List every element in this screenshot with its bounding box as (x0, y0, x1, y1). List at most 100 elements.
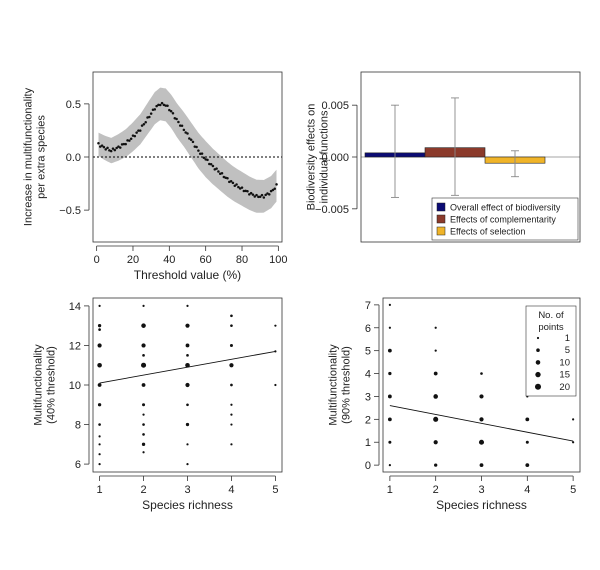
data-point (235, 183, 238, 186)
data-point (142, 451, 145, 454)
panel-c-y-tick-label: 6 (75, 459, 81, 471)
data-point (273, 187, 276, 190)
data-point (388, 326, 391, 329)
data-point (175, 117, 178, 121)
data-point (525, 463, 530, 468)
data-point (119, 146, 122, 149)
panel-c-y-tick-label: 14 (69, 301, 81, 313)
panel-d-y-tick-label: 4 (365, 369, 371, 381)
data-point (141, 383, 146, 387)
panel-c-x-tick-label: 3 (184, 484, 190, 496)
data-point (141, 343, 146, 348)
panel-b-ylabel-line: Biodiversity effects on (306, 104, 318, 211)
data-point (98, 423, 101, 426)
data-point (387, 417, 392, 422)
data-point (242, 189, 246, 193)
data-point (166, 104, 169, 108)
data-point (109, 149, 113, 153)
data-point (98, 453, 101, 456)
data-point (98, 328, 101, 331)
panel-d-ylabel-line: Multifunctionality (328, 344, 340, 426)
data-point (240, 186, 244, 189)
panel-a-x-tick-label: 80 (236, 254, 248, 266)
data-point (434, 349, 437, 352)
data-point (180, 124, 184, 128)
panel-c-xlabel: Species richness (142, 498, 233, 512)
data-point (186, 462, 189, 466)
data-point (148, 115, 151, 119)
data-point (144, 121, 147, 124)
panel-c-frame (92, 297, 283, 473)
data-point (142, 433, 145, 436)
data-point (129, 137, 133, 141)
data-point (230, 443, 233, 446)
panel-c-x-tick-label: 5 (272, 484, 278, 496)
panel-c-x-tick-label: 2 (140, 484, 146, 496)
panel-a-ylabel-line: Increase in multifunctionality (23, 87, 35, 226)
data-point (230, 413, 233, 416)
data-point (433, 394, 438, 399)
panel-c-y-tick-label: 8 (75, 420, 81, 432)
data-point (197, 149, 200, 152)
panel-a-x-tick-label: 20 (127, 254, 139, 266)
panel-d-x-tick-label: 5 (570, 484, 576, 496)
data-point (229, 343, 233, 347)
legend-swatch (436, 214, 446, 224)
size-legend-title: No. of (538, 310, 564, 321)
data-point (142, 423, 145, 426)
data-point (122, 142, 126, 146)
data-point (98, 304, 101, 308)
data-point (479, 417, 484, 422)
data-point (525, 440, 529, 444)
data-point (97, 383, 102, 387)
data-point (115, 146, 118, 150)
size-legend-label: 20 (559, 382, 570, 393)
data-point (434, 326, 437, 329)
panel-a-y-tick-label: 0.0 (66, 152, 81, 164)
data-point (102, 145, 106, 149)
data-point (142, 413, 145, 416)
size-legend-marker (535, 371, 541, 378)
data-point (141, 362, 147, 368)
panel-b-frame (360, 71, 581, 243)
panel-a-x-tick-label: 100 (269, 254, 287, 266)
data-point (171, 111, 175, 115)
regression-line (99, 350, 276, 384)
data-point (572, 441, 575, 444)
panel-c-x-tick-label: 1 (97, 484, 103, 496)
legend-swatch (436, 226, 446, 236)
data-point (185, 323, 190, 328)
panel-d-xlabel: Species richness (436, 498, 527, 512)
data-point (182, 128, 186, 132)
data-point (124, 142, 127, 146)
panel-b-ylabel-line: individual functions (319, 110, 331, 203)
data-point (230, 423, 233, 426)
data-point (248, 193, 251, 196)
data-point (97, 324, 102, 328)
data-point (188, 137, 191, 140)
data-point (275, 183, 278, 186)
panel-c-y-tick-label: 10 (69, 380, 81, 392)
data-point (177, 120, 180, 124)
data-point (208, 162, 211, 166)
panel-a-ylabel: Increase in multifunctionalityper extra … (23, 87, 48, 226)
data-point (572, 418, 575, 421)
legend-box (431, 197, 579, 241)
panel-a-ylabel-line: per extra species (36, 115, 48, 199)
data-point (168, 108, 171, 112)
data-point (113, 148, 117, 152)
data-point (387, 394, 392, 399)
data-point (106, 146, 109, 150)
data-point (230, 314, 233, 318)
data-point (137, 129, 140, 132)
regression-line (389, 405, 574, 442)
data-point (480, 372, 483, 375)
data-point (185, 362, 190, 368)
data-point (97, 403, 102, 407)
data-point (525, 417, 530, 422)
data-point (433, 371, 438, 376)
data-point (97, 362, 102, 368)
data-point (388, 440, 392, 444)
